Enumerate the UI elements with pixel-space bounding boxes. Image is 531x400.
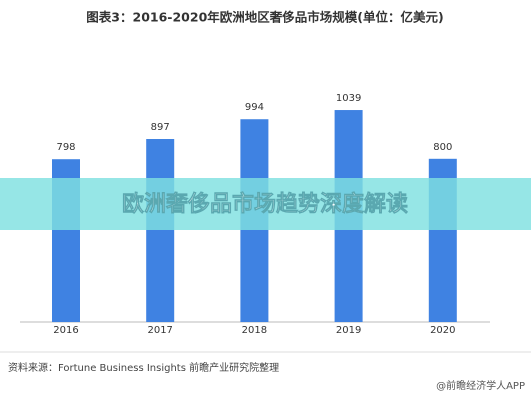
x-tick-label: 2016: [53, 325, 78, 336]
bar: [146, 139, 175, 322]
x-tick-label: 2020: [430, 325, 455, 336]
banner-title: 欧洲奢侈品市场趋势深度解读: [122, 191, 408, 217]
data-label: 800: [433, 142, 452, 153]
data-label: 994: [245, 102, 264, 113]
data-label: 798: [56, 142, 75, 153]
source: 资料来源：Fortune Business Insights 前瞻产业研究院整理: [8, 361, 279, 374]
data-label: 897: [151, 122, 170, 133]
x-tick-label: 2018: [242, 325, 267, 336]
chart-title: 图表3：2016-2020年欧洲地区奢侈品市场规模(单位：亿美元): [86, 10, 443, 25]
x-tick-label: 2019: [336, 325, 361, 336]
banner-band: [0, 178, 531, 230]
watermark: @前瞻经济学人APP: [436, 379, 525, 392]
data-label: 1039: [336, 93, 361, 104]
x-tick-label: 2017: [147, 325, 172, 336]
